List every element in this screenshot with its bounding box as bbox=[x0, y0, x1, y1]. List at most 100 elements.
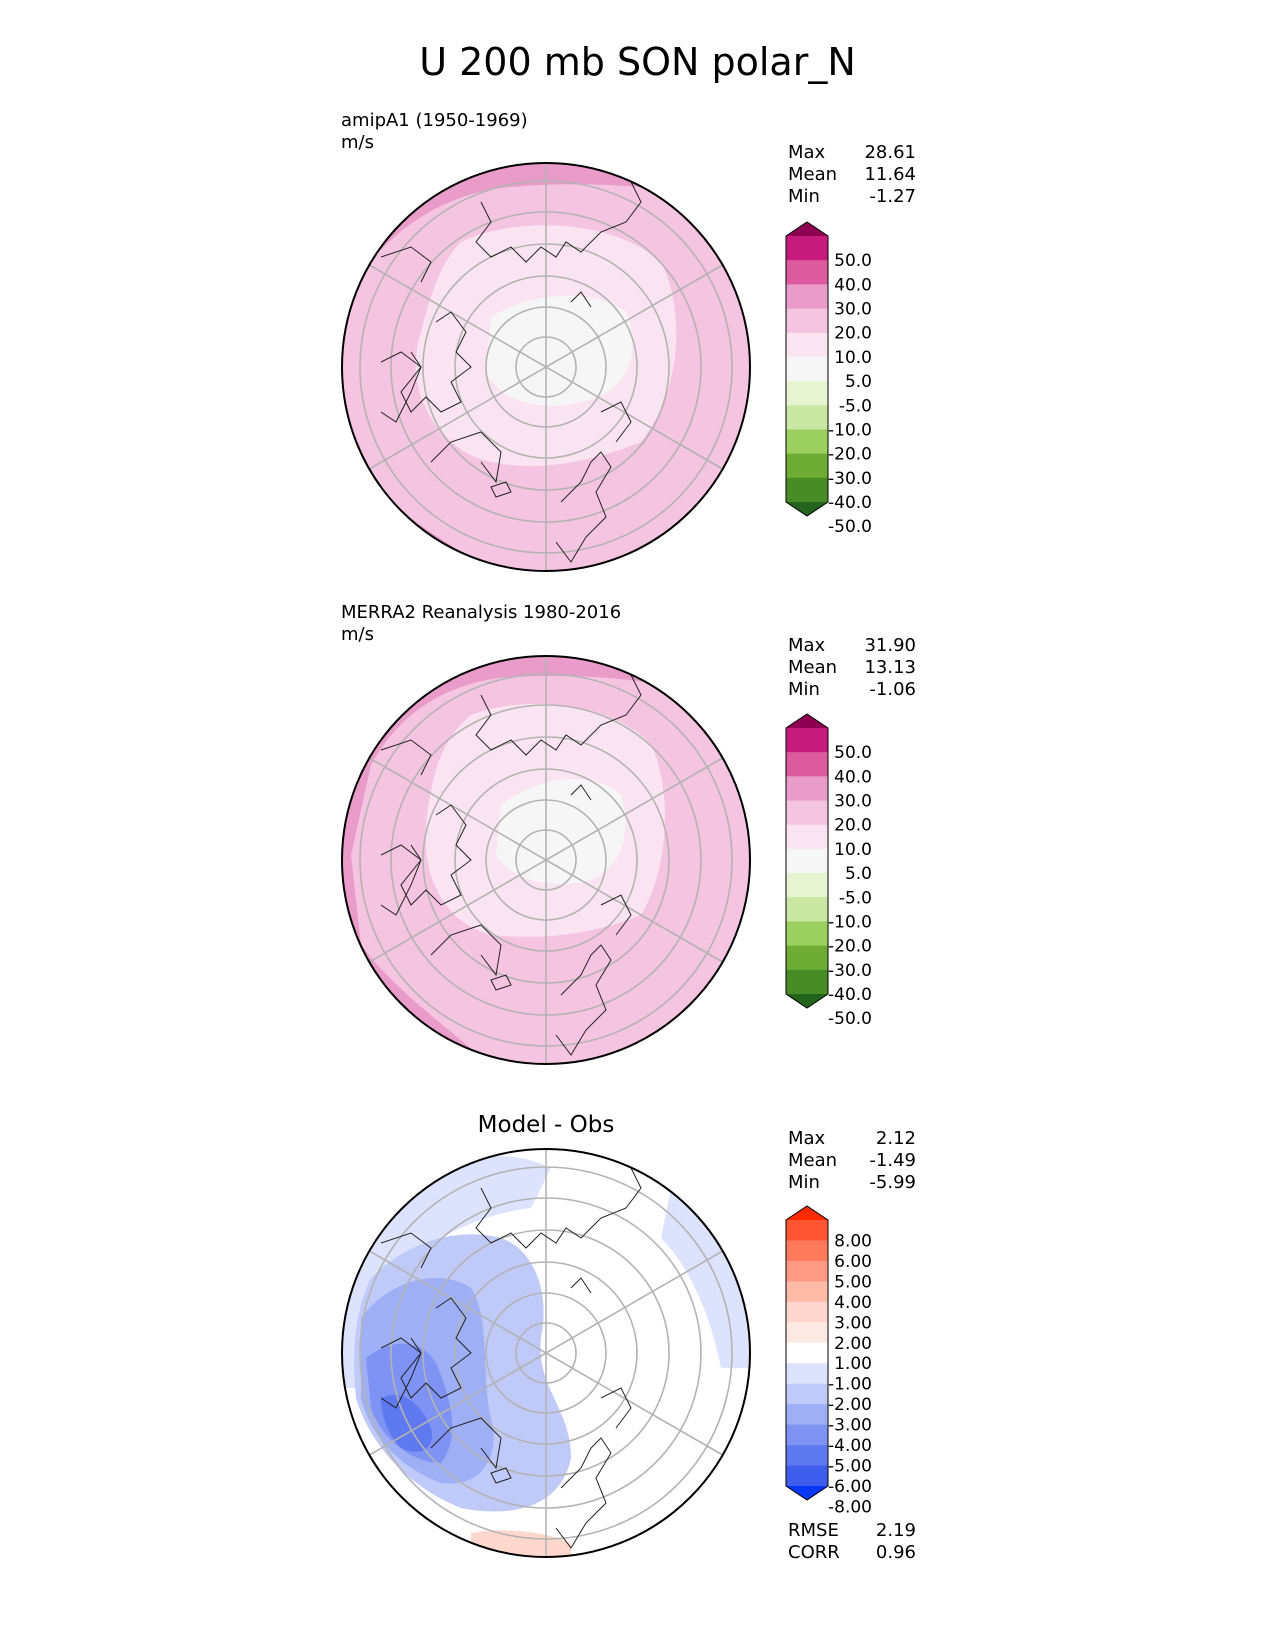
panel1-colorbar-tick-label: -10.0 bbox=[828, 420, 872, 440]
panel2-colorbar-tick-label: 30.0 bbox=[834, 792, 872, 812]
panel2-colorbar-segment bbox=[786, 921, 828, 947]
panel2-units: m/s bbox=[341, 624, 374, 645]
panel1-stats: Max 28.61 Mean 11.64 Min -1.27 bbox=[788, 142, 916, 208]
panel3-error-stats: RMSE 2.19 CORR 0.96 bbox=[788, 1520, 916, 1564]
panel3-colorbar-tick-label: -3.00 bbox=[828, 1416, 872, 1436]
panel1-colorbar-tick-label: 40.0 bbox=[834, 275, 872, 295]
panel3-colorbar-tick-label: -2.00 bbox=[828, 1395, 872, 1415]
panel3-colorbar-extend-min bbox=[786, 1486, 828, 1500]
panel3-coastlines bbox=[380, 1167, 642, 1549]
panel1-colorbar-extend-max bbox=[786, 222, 828, 236]
panel3-colorbar-segment bbox=[786, 1260, 828, 1282]
panel3-colorbar-extend-max bbox=[786, 1206, 828, 1220]
panel3-colorbar-tick-label: 1.00 bbox=[834, 1354, 872, 1374]
panel3-stats: Max 2.12 Mean -1.49 Min -5.99 bbox=[788, 1128, 916, 1194]
panel2-colorbar-segment bbox=[786, 800, 828, 826]
panel3-title: Model - Obs bbox=[477, 1112, 615, 1138]
panel1-stat-min: Min -1.27 bbox=[788, 186, 916, 207]
panel2-colorbar-tick-label: -10.0 bbox=[828, 912, 872, 932]
panel3-colorbar-segment bbox=[786, 1342, 828, 1364]
panel1-colorbar-segment bbox=[786, 429, 828, 455]
panel1-colorbar-tick-label: -50.0 bbox=[828, 517, 872, 537]
panel3-colorbar-tick-label: -1.00 bbox=[828, 1375, 872, 1395]
panel2-colorbar-extend-min bbox=[786, 994, 828, 1008]
panel1-colorbar-segment bbox=[786, 381, 828, 406]
panel1-colorbar-segment bbox=[786, 260, 828, 285]
panel1-colorbar-outline bbox=[785, 221, 829, 517]
panel1-colorbar-segment bbox=[786, 332, 828, 358]
panel2-colorbar-segment bbox=[786, 897, 828, 922]
panel2-colorbar-tick-label: -30.0 bbox=[828, 961, 872, 981]
panel2-graticule bbox=[359, 656, 733, 1064]
panel2-colorbar-tick-label: 20.0 bbox=[834, 816, 872, 836]
panel3-colorbar-segment bbox=[786, 1281, 828, 1303]
panel3-colorbar-outline bbox=[785, 1205, 829, 1501]
panel2-colorbar-outline bbox=[785, 713, 829, 1009]
panel1-colorbar-segment bbox=[786, 453, 828, 479]
panel1-model-name: amipA1 (1950-1969) bbox=[341, 110, 528, 131]
panel3-colorbar: 8.006.005.004.003.002.001.00-1.00-2.00-3… bbox=[785, 1205, 872, 1517]
panel2-colorbar-segment bbox=[786, 945, 828, 971]
panel1-coastlines bbox=[380, 181, 642, 563]
figure-title: U 200 mb SON polar_N bbox=[419, 40, 856, 84]
panel3-colorbar-segment bbox=[786, 1383, 828, 1405]
panel1-colorbar-segment bbox=[786, 405, 828, 430]
panel3-stat-rmse: RMSE 2.19 bbox=[788, 1520, 916, 1541]
panel2-colorbar-tick-label: 5.0 bbox=[845, 864, 872, 884]
panel3-stat-corr: CORR 0.96 bbox=[788, 1542, 916, 1563]
panel1-colorbar-tick-label: -5.0 bbox=[839, 396, 872, 416]
panel3-colorbar-tick-label: -4.00 bbox=[828, 1436, 872, 1456]
panel3-graticule bbox=[359, 1149, 733, 1557]
panel1-graticule bbox=[359, 163, 733, 571]
panel2-stat-mean: Mean 13.13 bbox=[788, 657, 916, 678]
panel3-colorbar-segment bbox=[786, 1240, 828, 1262]
panel3-colorbar-segment bbox=[786, 1220, 828, 1241]
panel3-colorbar-tick-label: -8.00 bbox=[828, 1497, 872, 1517]
panel2-colorbar-tick-label: -50.0 bbox=[828, 1009, 872, 1029]
panel1-colorbar-tick-label: -30.0 bbox=[828, 469, 872, 489]
panel2-colorbar: 50.0 40.0 30.0 20.0 10.0 5.0 -5.0 -10.0 -20.0 -30… bbox=[785, 713, 872, 1029]
panel3-polar-map bbox=[341, 1148, 751, 1558]
panel3-stat-max: Max 2.12 bbox=[788, 1128, 916, 1149]
panel1-label: amipA1 (1950-1969) m/s bbox=[341, 110, 528, 154]
panel1-colorbar-tick-label: -40.0 bbox=[828, 493, 872, 513]
panel2-stat-min: Min -1.06 bbox=[788, 679, 916, 700]
panel1-colorbar-segment bbox=[786, 477, 828, 503]
panel2-fill-core bbox=[496, 778, 626, 884]
panel2-coastlines bbox=[380, 674, 642, 1056]
panel2-boundary bbox=[341, 655, 751, 1065]
panel1-polar-map bbox=[341, 162, 751, 572]
panel1-stat-mean: Mean 11.64 bbox=[788, 164, 916, 185]
panel3-colorbar-tick-label: 4.00 bbox=[834, 1293, 872, 1313]
panel2-polar-map bbox=[341, 655, 751, 1065]
panel2-colorbar-tick-label: -20.0 bbox=[828, 937, 872, 957]
panel1-colorbar-tick-label: 5.0 bbox=[845, 372, 872, 392]
panel1-colorbar-segment bbox=[786, 236, 828, 261]
panel3-colorbar-segment bbox=[786, 1424, 828, 1446]
panel3-colorbar-segment bbox=[786, 1445, 828, 1467]
panel3-stat-min: Min -5.99 bbox=[788, 1172, 916, 1193]
panel2-colorbar-tick-label: 50.0 bbox=[834, 743, 872, 763]
panel1-colorbar-tick-label: 50.0 bbox=[834, 251, 872, 271]
panel2-stats: Max 31.90 Mean 13.13 Min -1.06 bbox=[788, 635, 916, 701]
panel2-colorbar-segment bbox=[786, 873, 828, 898]
panel1-colorbar-segment bbox=[786, 308, 828, 334]
panel1-colorbar-tick-label: 20.0 bbox=[834, 324, 872, 344]
panel1-colorbar-segment bbox=[786, 284, 828, 310]
panel1-colorbar-tick-label: 10.0 bbox=[834, 348, 872, 368]
panel3-colorbar-tick-label: 5.00 bbox=[834, 1272, 872, 1292]
panel2-model-name: MERRA2 Reanalysis 1980-2016 bbox=[341, 602, 622, 623]
panel3-colorbar-tick-label: 6.00 bbox=[834, 1252, 872, 1272]
panel2-label: MERRA2 Reanalysis 1980-2016 m/s bbox=[341, 602, 621, 646]
panel3-fill-deepest bbox=[381, 1394, 432, 1452]
panel3-colorbar-tick-label: 3.00 bbox=[834, 1313, 872, 1333]
panel2-colorbar-tick-label: -5.0 bbox=[839, 888, 872, 908]
panel3-colorbar-tick-label: -5.00 bbox=[828, 1457, 872, 1477]
panel2-colorbar-segment bbox=[786, 824, 828, 850]
panel3-stat-mean: Mean -1.49 bbox=[788, 1150, 916, 1171]
panel1-stat-max: Max 28.61 bbox=[788, 142, 916, 163]
panel3-colorbar-segment bbox=[786, 1465, 828, 1487]
panel1-fill-upper-band bbox=[342, 163, 750, 302]
panel2-colorbar-segment bbox=[786, 728, 828, 753]
panel3-colorbar-tick-label: 8.00 bbox=[834, 1231, 872, 1251]
